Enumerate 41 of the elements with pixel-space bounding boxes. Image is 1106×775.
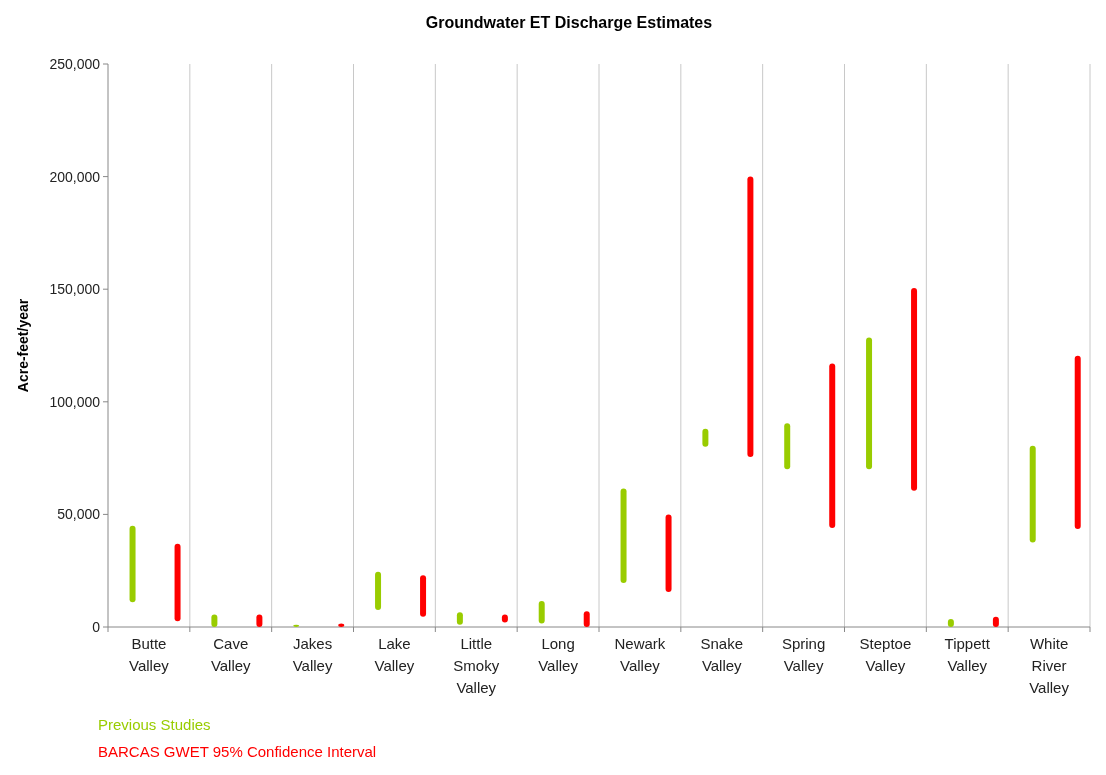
y-tick-label: 0 bbox=[92, 618, 101, 635]
x-tick-label: Cave Valley bbox=[210, 635, 252, 674]
x-tick-label: White River Valley bbox=[1029, 635, 1070, 696]
y-tick-label: 150,000 bbox=[49, 281, 101, 298]
bar bbox=[947, 619, 954, 627]
bar bbox=[620, 488, 627, 584]
bar bbox=[1029, 445, 1036, 543]
chart-title: Groundwater ET Discharge Estimates bbox=[425, 14, 713, 31]
text: BARCAS GWET 95% Confidence Interval bbox=[98, 743, 377, 760]
bar bbox=[829, 363, 836, 528]
bar bbox=[992, 616, 999, 627]
bar bbox=[174, 543, 181, 622]
x-tick-label: Lake Valley bbox=[374, 635, 415, 674]
x-tick-label: Newark Valley bbox=[614, 635, 666, 674]
bar bbox=[665, 514, 672, 593]
x-tick-label: Spring Valley bbox=[781, 635, 826, 674]
y-tick-label: 100,000 bbox=[49, 393, 101, 410]
bar bbox=[784, 423, 791, 470]
bar bbox=[538, 601, 545, 624]
bar bbox=[911, 288, 918, 491]
x-tick-label: Tippett Valley bbox=[944, 635, 991, 674]
x-tick-label: Steptoe Valley bbox=[859, 635, 912, 674]
bar bbox=[375, 571, 382, 611]
bar bbox=[583, 611, 590, 627]
bar bbox=[702, 428, 709, 447]
x-tick-label: Jakes Valley bbox=[292, 635, 333, 674]
bar bbox=[129, 525, 136, 603]
x-tick-label: Long Valley bbox=[538, 635, 579, 674]
x-tick-label: Butte Valley bbox=[129, 635, 170, 674]
text: Previous Studies bbox=[98, 716, 211, 733]
bar bbox=[1074, 355, 1081, 530]
x-tick-label: Snake Valley bbox=[700, 635, 744, 674]
y-tick-label: 50,000 bbox=[57, 506, 101, 523]
y-tick-label: 250,000 bbox=[49, 55, 101, 72]
y-tick-label: 200,000 bbox=[49, 168, 101, 185]
bar bbox=[866, 337, 873, 470]
bar bbox=[420, 575, 427, 617]
bar bbox=[456, 612, 463, 625]
bar bbox=[747, 176, 754, 457]
x-tick-label: Little Smoky Valley bbox=[453, 635, 500, 696]
y-axis-title: Acre-feet/year bbox=[15, 298, 31, 393]
